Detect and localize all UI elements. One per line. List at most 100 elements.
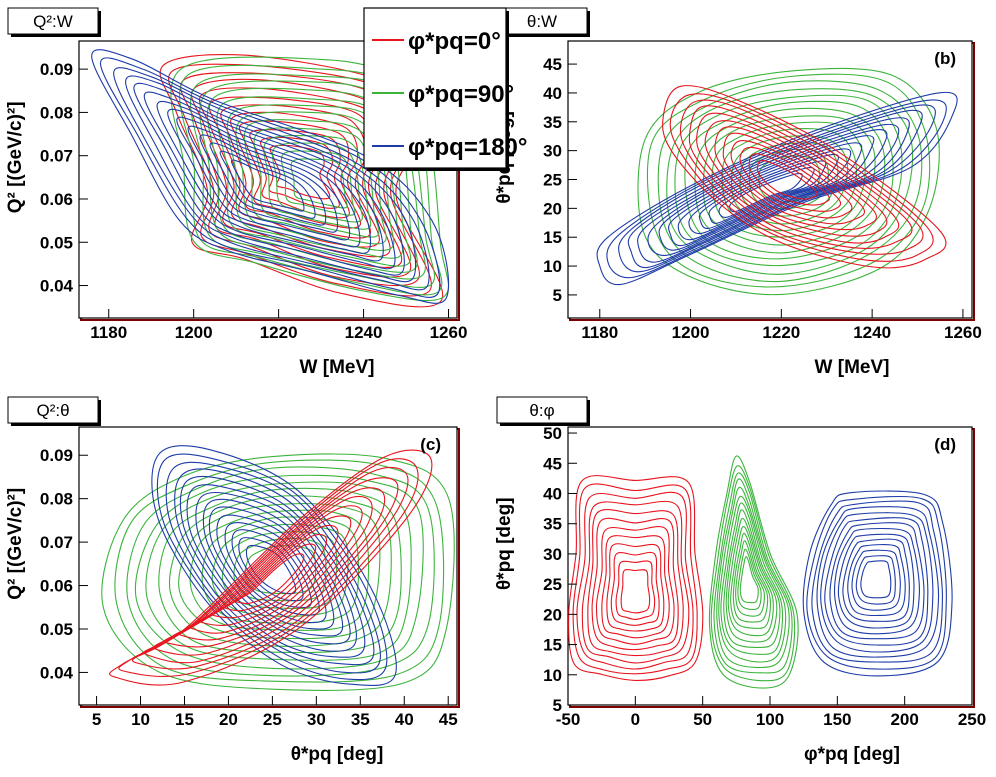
contour-line	[627, 109, 923, 269]
y-tick-label: 0.05	[40, 233, 73, 252]
contour-line	[860, 560, 892, 599]
y-tick-label: 20	[543, 199, 562, 218]
contours-c	[101, 445, 455, 692]
pad-title-box-d: θ:φ	[496, 396, 590, 426]
contour-line	[156, 453, 388, 681]
x-axis-label-c: θ*pq [deg]	[291, 744, 384, 765]
contour-line	[156, 100, 384, 262]
x-axis-label-a: W [MeV]	[300, 357, 375, 378]
contour-line	[596, 91, 958, 286]
contour-line	[606, 99, 947, 279]
y-tick-label: 0.05	[40, 620, 73, 639]
contour-line	[216, 514, 327, 624]
contour-line	[151, 445, 397, 687]
x-tick-label: 40	[395, 710, 414, 729]
contour-line	[165, 461, 381, 674]
panel-d: θ:φ -50 0 50 100 150 200 250 5 10 15 20 25 30 35 40 45 50…	[494, 396, 986, 765]
contour-line	[713, 472, 793, 674]
y-tick-label: 0.07	[40, 147, 73, 166]
series-phi180	[596, 91, 958, 286]
x-tick-label: -50	[556, 710, 581, 729]
contour-line	[202, 498, 344, 637]
contour-line	[199, 80, 426, 280]
contour-line	[732, 532, 769, 623]
contour-line	[179, 475, 366, 658]
y-tick-label: 0.08	[40, 490, 73, 509]
contour-line	[235, 111, 395, 251]
y-tick-label: 5	[553, 286, 562, 305]
pad-title-c: Q²:θ	[36, 401, 69, 420]
series-phi0	[662, 85, 947, 269]
contour-line	[178, 505, 363, 641]
x-tick-label: 15	[175, 710, 194, 729]
ticks-c: 5 10 15 20 25 30 35 40 45 0.04 0.05 0.06 0.07 0.08 0.0…	[40, 446, 458, 729]
contour-line	[714, 126, 877, 231]
contour-line	[606, 543, 665, 632]
contour-line	[576, 491, 694, 670]
contours-b	[596, 67, 958, 296]
x-tick-label: 1260	[944, 323, 982, 342]
contour-line	[811, 500, 943, 663]
contour-line	[610, 551, 660, 626]
contour-line	[91, 49, 450, 304]
contour-line	[658, 128, 888, 251]
contour-line	[189, 515, 352, 634]
contour-line	[720, 495, 784, 655]
contour-line	[704, 120, 888, 237]
y-axis-label-c: Q² [(GeV/c)²]	[5, 488, 26, 600]
contour-line	[199, 134, 339, 233]
pad-title-box-c: Q²:θ	[7, 396, 101, 426]
y-tick-label: 45	[543, 454, 562, 473]
panel-label-c: (c)	[420, 435, 441, 454]
contour-line	[806, 495, 947, 670]
y-tick-label: 25	[543, 575, 562, 594]
y-tick-label: 30	[543, 142, 562, 161]
x-tick-label: 45	[439, 710, 458, 729]
series-phi0	[109, 449, 433, 686]
y-tick-label: 50	[543, 424, 562, 443]
y-tick-label: 0.08	[40, 103, 73, 122]
contour-line	[572, 483, 698, 675]
x-tick-label: 150	[823, 710, 851, 729]
contour-line	[667, 135, 875, 247]
y-tick-label: 0.04	[40, 663, 74, 682]
contour-line	[829, 522, 925, 640]
contour-line	[187, 125, 351, 241]
y-tick-label: 0.07	[40, 533, 73, 552]
y-tick-label: 10	[543, 257, 562, 276]
contour-line	[253, 127, 380, 238]
contour-line	[679, 99, 924, 255]
contour-line	[824, 517, 929, 646]
contour-line	[662, 85, 947, 269]
contour-line	[125, 75, 417, 283]
contour-line	[595, 526, 675, 645]
x-axis-label-d: φ*pq [deg]	[804, 744, 900, 765]
ticks-b: 1180 1200 1220 1240 1260 5 10 15 20 25 30 35 40 45	[543, 55, 982, 342]
contour-line	[696, 112, 900, 244]
contour-line	[710, 465, 796, 682]
panel-label-d: (d)	[934, 435, 956, 454]
x-tick-label: 30	[307, 710, 326, 729]
y-axis-label-d: θ*pq [deg]	[494, 497, 515, 590]
x-tick-label: 1240	[345, 323, 383, 342]
contour-line	[271, 142, 363, 223]
contour-line	[216, 96, 412, 267]
contour-line	[646, 73, 931, 288]
y-tick-label: 20	[543, 605, 562, 624]
contour-line	[243, 119, 387, 245]
y-tick-label: 10	[543, 666, 562, 685]
pad-title-b: θ:W	[527, 12, 557, 31]
y-tick-label: 15	[543, 228, 562, 247]
contour-line	[657, 80, 923, 283]
contour-line	[842, 538, 910, 622]
contour-line	[855, 555, 896, 605]
y-tick-label: 25	[543, 171, 562, 190]
contour-line	[280, 150, 356, 216]
contour-line	[647, 123, 900, 256]
x-axis-label-b: W [MeV]	[815, 357, 890, 378]
x-tick-label: 0	[631, 710, 640, 729]
y-tick-label: 40	[543, 484, 562, 503]
x-tick-label: 1260	[430, 323, 468, 342]
contour-line	[677, 142, 863, 241]
